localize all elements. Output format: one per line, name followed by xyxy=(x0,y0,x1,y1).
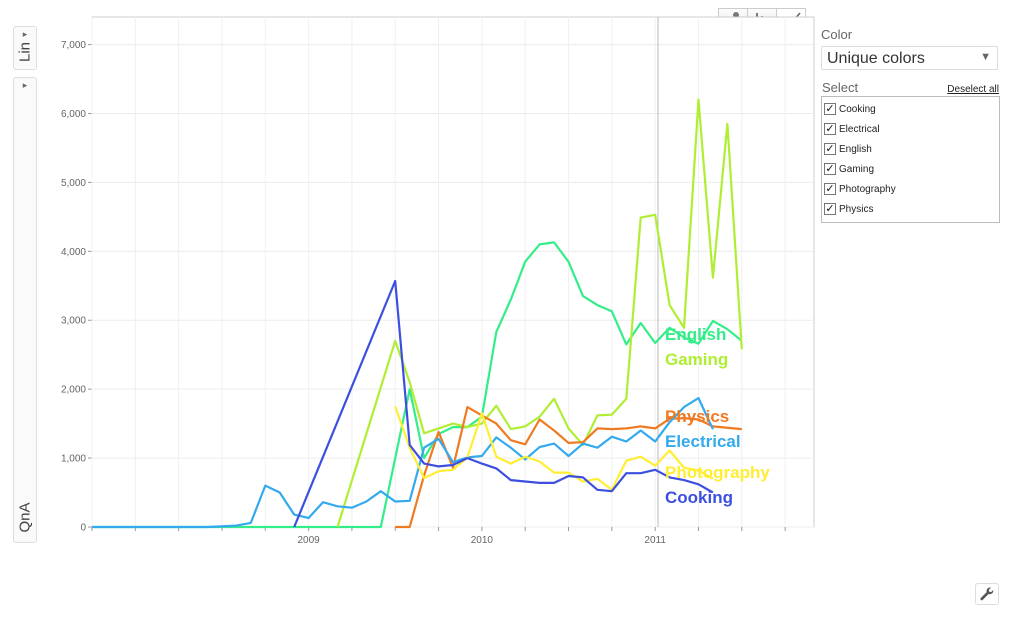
series-line-gaming xyxy=(336,98,743,528)
series-end-label: Electrical xyxy=(665,432,741,451)
series-select-label: Gaming xyxy=(839,163,875,175)
checkmark-icon: ✓ xyxy=(825,203,835,215)
options-panel: Color Unique colors ▼ Select Deselect al… xyxy=(821,27,1001,223)
checkmark-icon: ✓ xyxy=(825,103,835,115)
checkmark-icon: ✓ xyxy=(825,123,835,135)
color-dropdown[interactable]: Unique colors ▼ xyxy=(821,46,998,70)
series-line-english xyxy=(92,241,743,529)
scale-toggle-arrow-icon: ▸ xyxy=(22,29,28,39)
series-checkbox[interactable]: ✓ xyxy=(824,103,836,115)
series-select-label: Electrical xyxy=(839,123,880,135)
series-checkbox[interactable]: ✓ xyxy=(824,203,836,215)
y-tick-label: 7,000 xyxy=(61,40,86,51)
series-select-label: Physics xyxy=(839,203,874,215)
plot-area xyxy=(91,16,815,528)
checkmark-icon: ✓ xyxy=(825,183,835,195)
series-line-cooking xyxy=(293,279,714,528)
select-label: Select xyxy=(822,80,859,95)
series-select-label: Cooking xyxy=(839,103,876,115)
series-select-label: Photography xyxy=(839,183,896,195)
series-select-list: ✓ Cooking ✓ Electrical ✓ English ✓ Gaming ✓ Photo… xyxy=(821,96,1000,223)
series-line-photography xyxy=(394,406,714,491)
y-tick-label: 1,000 xyxy=(61,454,86,465)
series-checkbox[interactable]: ✓ xyxy=(824,123,836,135)
checkmark-icon: ✓ xyxy=(825,163,835,175)
x-tick-label: 2010 xyxy=(471,535,494,546)
y-tick-label: 0 xyxy=(80,523,86,534)
series-checkbox[interactable]: ✓ xyxy=(824,143,836,155)
series-end-label: Physics xyxy=(665,407,729,426)
y-tick-label: 5,000 xyxy=(61,178,86,189)
y-tick-label: 3,000 xyxy=(61,316,86,327)
y-axis-toggle-arrow-icon: ▸ xyxy=(22,80,28,90)
wrench-icon xyxy=(980,587,994,601)
series-line-electrical xyxy=(92,397,714,529)
series-select-item[interactable]: ✓ Physics xyxy=(822,199,999,219)
y-axis-variable-toggle[interactable]: ▸ QnA xyxy=(13,77,37,543)
series-end-label: Cooking xyxy=(665,488,733,507)
series-select-item[interactable]: ✓ Cooking xyxy=(822,99,999,119)
scale-toggle[interactable]: ▸ Lin xyxy=(13,26,37,70)
series-end-label: Photography xyxy=(665,463,770,482)
deselect-all-link[interactable]: Deselect all xyxy=(947,84,999,95)
chevron-down-icon: ▼ xyxy=(980,51,991,63)
series-select-item[interactable]: ✓ Electrical xyxy=(822,119,999,139)
series-checkbox[interactable]: ✓ xyxy=(824,163,836,175)
y-tick-label: 2,000 xyxy=(61,385,86,396)
series-checkbox[interactable]: ✓ xyxy=(824,183,836,195)
color-label: Color xyxy=(821,27,853,42)
series-select-item[interactable]: ✓ Photography xyxy=(822,179,999,199)
series-select-label: English xyxy=(839,143,872,155)
series-end-label: Gaming xyxy=(665,350,728,369)
series-select-item[interactable]: ✓ English xyxy=(822,139,999,159)
series-end-label: English xyxy=(665,325,726,344)
series-select-item[interactable]: ✓ Gaming xyxy=(822,159,999,179)
settings-button[interactable] xyxy=(975,583,999,605)
checkmark-icon: ✓ xyxy=(825,143,835,155)
color-dropdown-value: Unique colors xyxy=(827,50,925,67)
x-tick-label: 2009 xyxy=(297,535,320,546)
y-tick-label: 4,000 xyxy=(61,247,86,258)
y-tick-label: 6,000 xyxy=(61,109,86,120)
x-tick-label: 2011 xyxy=(644,535,666,546)
